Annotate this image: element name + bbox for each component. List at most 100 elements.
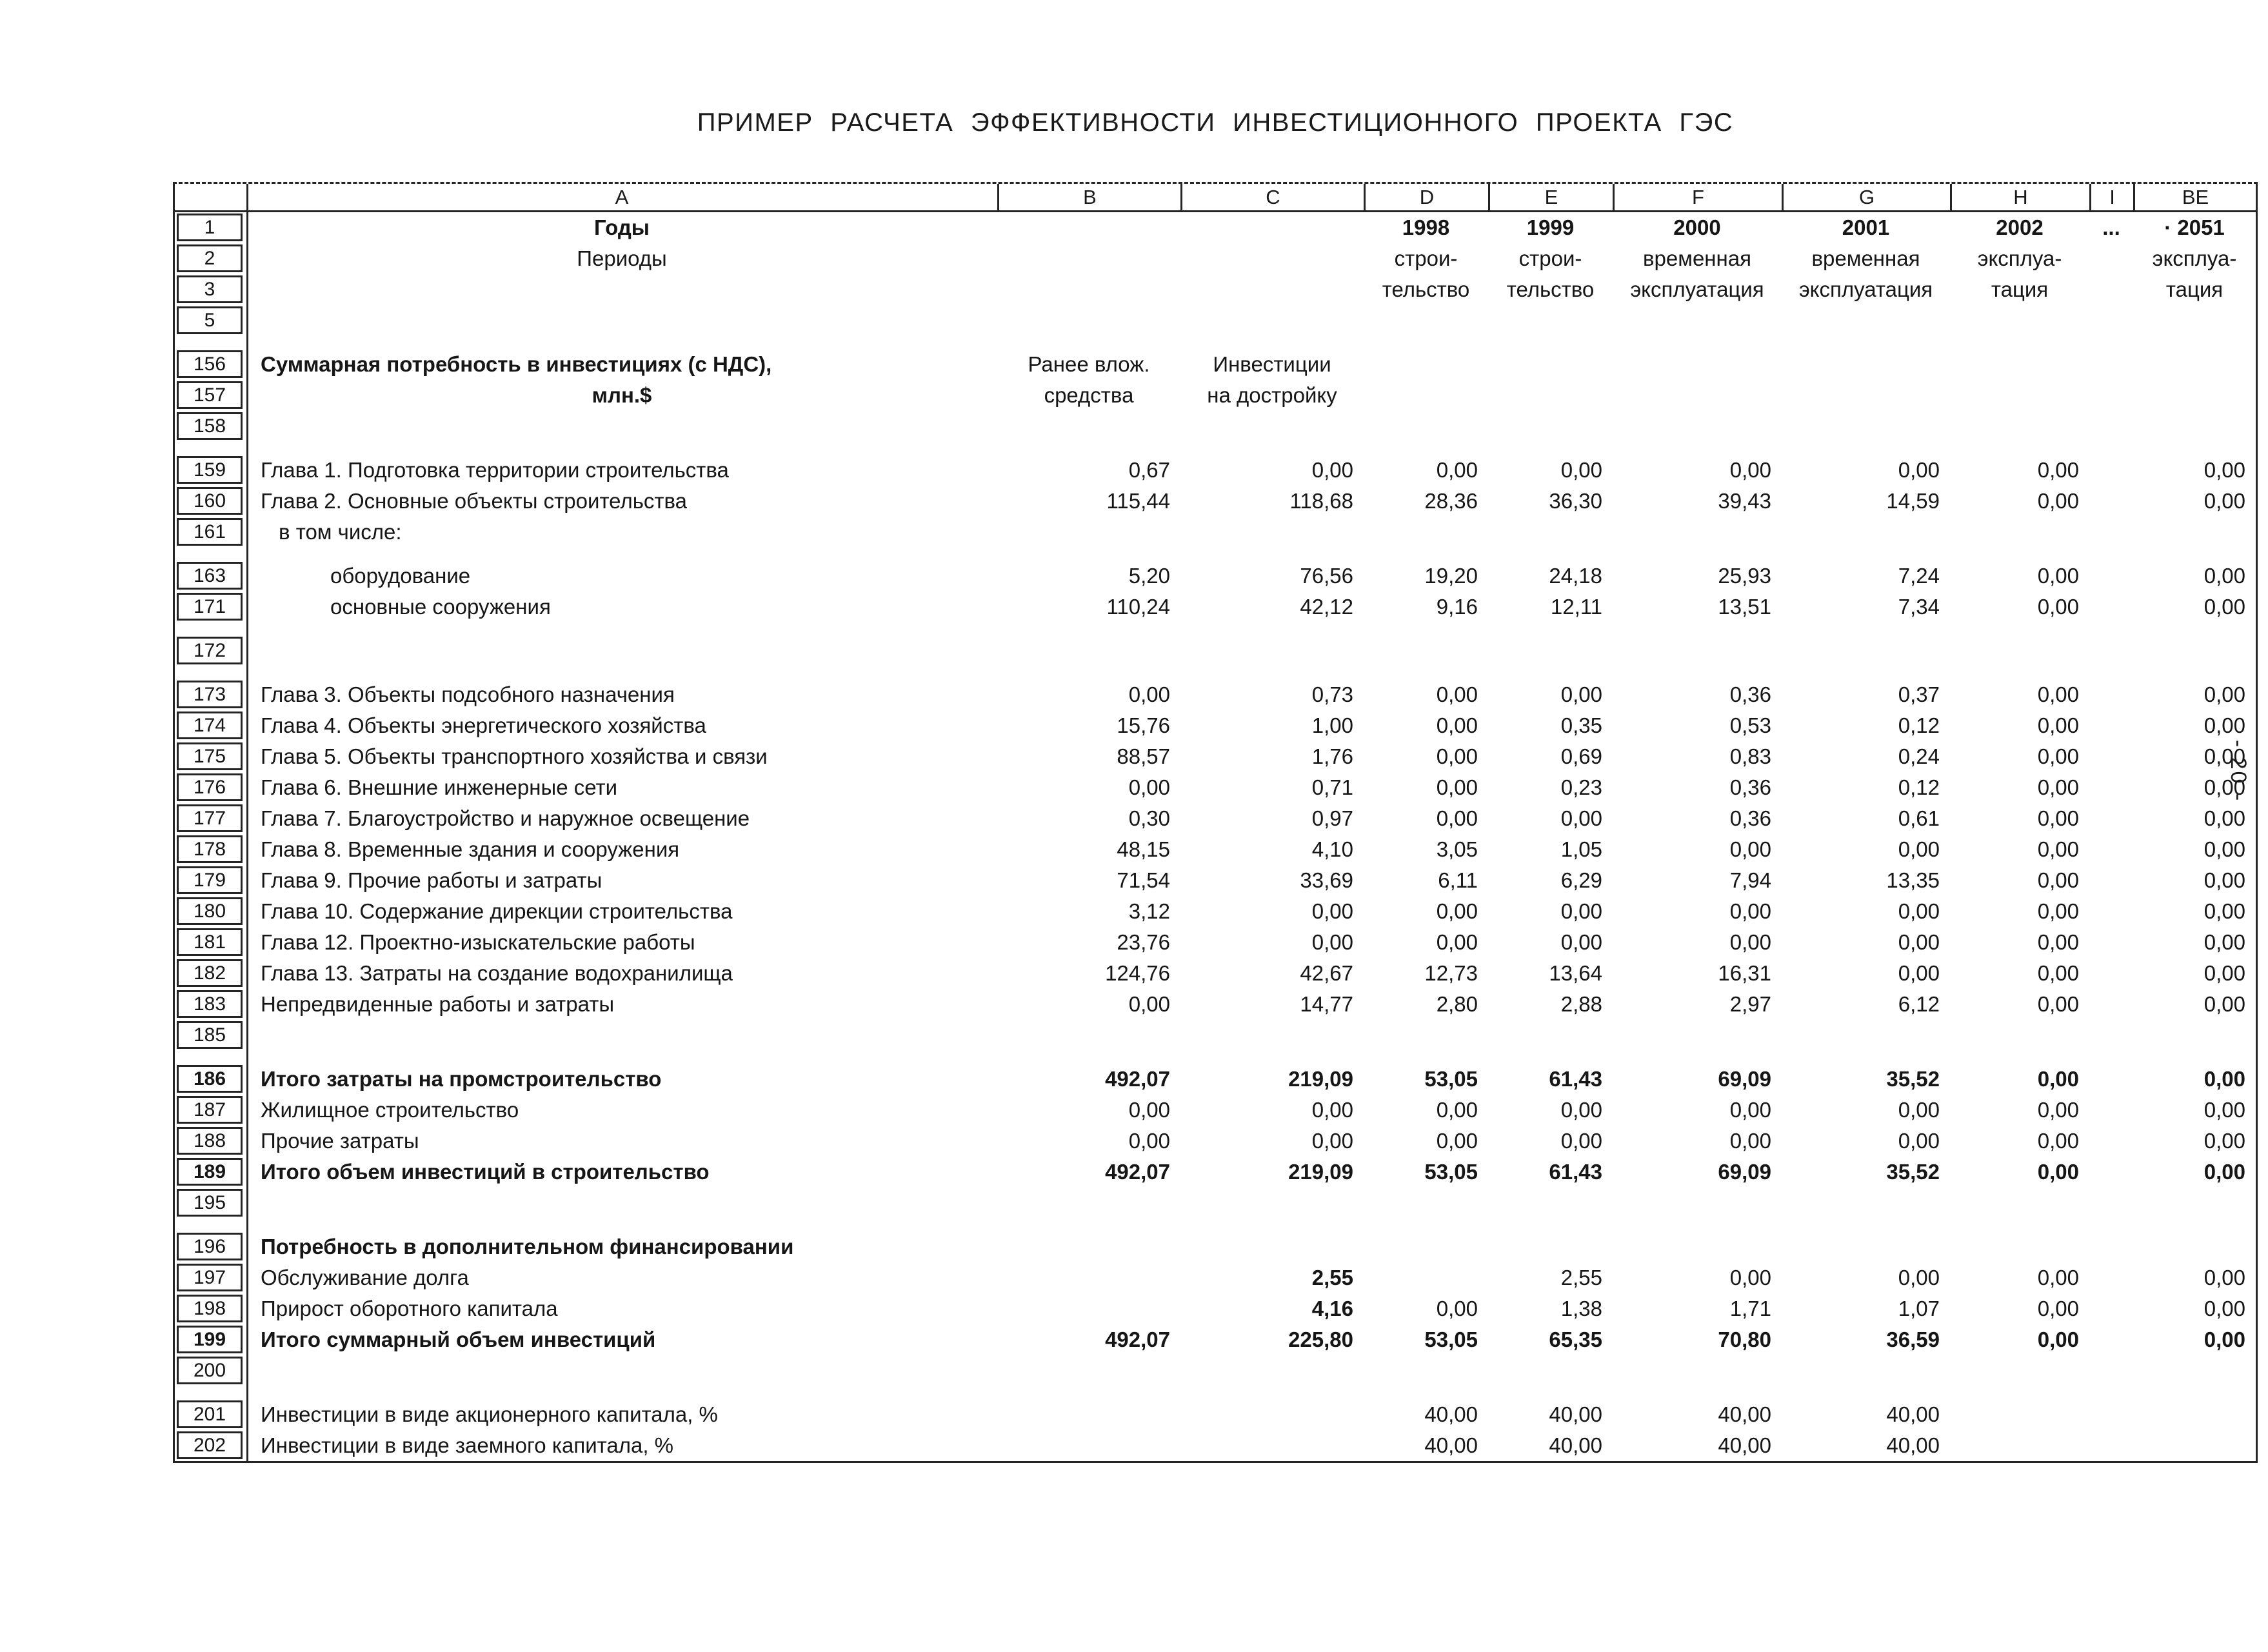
cell-C: 0,00 xyxy=(1311,458,1353,482)
cell-B xyxy=(997,1188,1180,1219)
cell-E: 61,43 xyxy=(1549,1160,1602,1184)
cell-BE: 0,00 xyxy=(2203,775,2245,799)
table-row-177: 177 Глава 7. Благоустройство и наружное о… xyxy=(175,803,2256,834)
cell-H: 0,00 xyxy=(2037,1098,2079,1122)
cell-E: тельство xyxy=(1506,277,1595,301)
row-number-cell: 3 xyxy=(175,274,246,305)
row-number: 181 xyxy=(177,928,243,956)
cell-C xyxy=(1180,1430,1364,1461)
cell-BE xyxy=(2133,411,2256,442)
cell-BE: 0,00 xyxy=(2203,1297,2245,1320)
row-number: 195 xyxy=(177,1189,243,1217)
cell-E: 40,00 xyxy=(1549,1433,1602,1457)
table-row-156: 156 Суммарная потребность в инвестициях (… xyxy=(175,349,2256,380)
row-number-cell: 197 xyxy=(175,1262,246,1293)
row-number: 161 xyxy=(177,518,243,546)
row-number-cell: 185 xyxy=(175,1020,246,1051)
cell-F: 0,36 xyxy=(1729,775,1771,799)
table-row-158: 158 xyxy=(175,411,2256,442)
row-number: 160 xyxy=(177,487,243,515)
cell-C: 42,12 xyxy=(1300,595,1353,619)
cell-B xyxy=(997,274,1180,305)
table-row-173: 173 Глава 3. Объекты подсобного назначени… xyxy=(175,679,2256,710)
cell-D: строи- xyxy=(1394,246,1458,270)
table-row-163: 163 оборудование 5,20 76,56 19,20 24,18 25,93 7… xyxy=(175,561,2256,592)
cell-E xyxy=(1488,635,1613,666)
row-number-cell: 198 xyxy=(175,1293,246,1324)
cell-H: 0,00 xyxy=(2037,899,2079,923)
row-label: Прирост оборотного капитала xyxy=(261,1297,558,1320)
cell-E: 1,05 xyxy=(1560,837,1602,861)
row-label: основные сооружения xyxy=(330,595,551,619)
cell-E: 6,29 xyxy=(1560,868,1602,892)
corner-cell xyxy=(175,184,246,210)
cell-F: 2,97 xyxy=(1729,992,1771,1016)
cell-E: строи- xyxy=(1518,246,1582,270)
cell-B: 3,12 xyxy=(1128,899,1170,923)
row-label xyxy=(246,1355,997,1386)
cell-BE: 0,00 xyxy=(2203,1328,2245,1351)
cell-G: 0,24 xyxy=(1898,744,1940,768)
row-label xyxy=(246,1020,997,1051)
table-row-196: 196 Потребность в дополнительном финансир… xyxy=(175,1231,2256,1262)
cell-B: 492,07 xyxy=(1105,1067,1170,1091)
cell-B: 15,76 xyxy=(1117,713,1170,737)
row-number: 175 xyxy=(177,742,243,770)
row-label xyxy=(246,635,997,666)
row-label: Жилищное строительство xyxy=(261,1098,519,1122)
cell-C: 0,71 xyxy=(1311,775,1353,799)
cell-C xyxy=(1180,305,1364,336)
cell-F: 0,36 xyxy=(1729,682,1771,706)
cell-B xyxy=(997,517,1180,548)
cell-I xyxy=(2089,1355,2133,1386)
row-number: 158 xyxy=(177,412,243,440)
cell-F xyxy=(1613,305,1782,336)
cell-F xyxy=(1613,411,1782,442)
cell-H: эксплуа- xyxy=(1977,246,2062,270)
cell-E: 2,88 xyxy=(1560,992,1602,1016)
cell-B: 124,76 xyxy=(1105,961,1170,985)
cell-E: 0,35 xyxy=(1560,713,1602,737)
row-label: Глава 8. Временные здания и сооружения xyxy=(261,837,680,861)
row-label: оборудование xyxy=(330,564,471,588)
cell-B: 5,20 xyxy=(1128,564,1170,588)
row-number: 3 xyxy=(177,275,243,303)
cell-I xyxy=(2089,1188,2133,1219)
cell-I xyxy=(2089,1293,2133,1324)
cell-C: 0,00 xyxy=(1311,930,1353,954)
cell-C: 0,73 xyxy=(1311,682,1353,706)
cell-B xyxy=(997,1020,1180,1051)
cell-D: 0,00 xyxy=(1436,806,1478,830)
cell-I xyxy=(2089,455,2133,486)
cell-G: 0,00 xyxy=(1898,458,1940,482)
cell-I xyxy=(2089,927,2133,958)
cell-G: 6,12 xyxy=(1898,992,1940,1016)
cell-G: 7,24 xyxy=(1898,564,1940,588)
cell-F: эксплуатация xyxy=(1630,277,1764,301)
cell-G: 2001 xyxy=(1842,215,1890,239)
cell-C: 2,55 xyxy=(1311,1266,1353,1289)
table-row-179: 179 Глава 9. Прочие работы и затраты 71,54… xyxy=(175,865,2256,896)
cell-F xyxy=(1613,635,1782,666)
row-number: 199 xyxy=(177,1326,243,1353)
cell-F: 39,43 xyxy=(1718,489,1771,513)
cell-D: 19,20 xyxy=(1424,564,1478,588)
cell-B xyxy=(997,635,1180,666)
cell-D xyxy=(1364,1231,1488,1262)
cell-I xyxy=(2089,1095,2133,1126)
cell-C xyxy=(1180,635,1364,666)
cell-E xyxy=(1488,1188,1613,1219)
cell-D xyxy=(1364,305,1488,336)
table-row-187: 187 Жилищное строительство 0,00 0,00 0,00 0,0… xyxy=(175,1095,2256,1126)
row-number-cell: 199 xyxy=(175,1324,246,1355)
row-number: 177 xyxy=(177,804,243,832)
cell-B xyxy=(997,243,1180,274)
cell-C: 0,97 xyxy=(1311,806,1353,830)
cell-H: 0,00 xyxy=(2037,1160,2079,1184)
row-number-cell: 159 xyxy=(175,455,246,486)
cell-I xyxy=(2089,411,2133,442)
row-number: 186 xyxy=(177,1065,243,1093)
cell-E: 12,11 xyxy=(1550,595,1602,619)
row-number: 5 xyxy=(177,306,243,334)
cell-G xyxy=(1782,411,1950,442)
